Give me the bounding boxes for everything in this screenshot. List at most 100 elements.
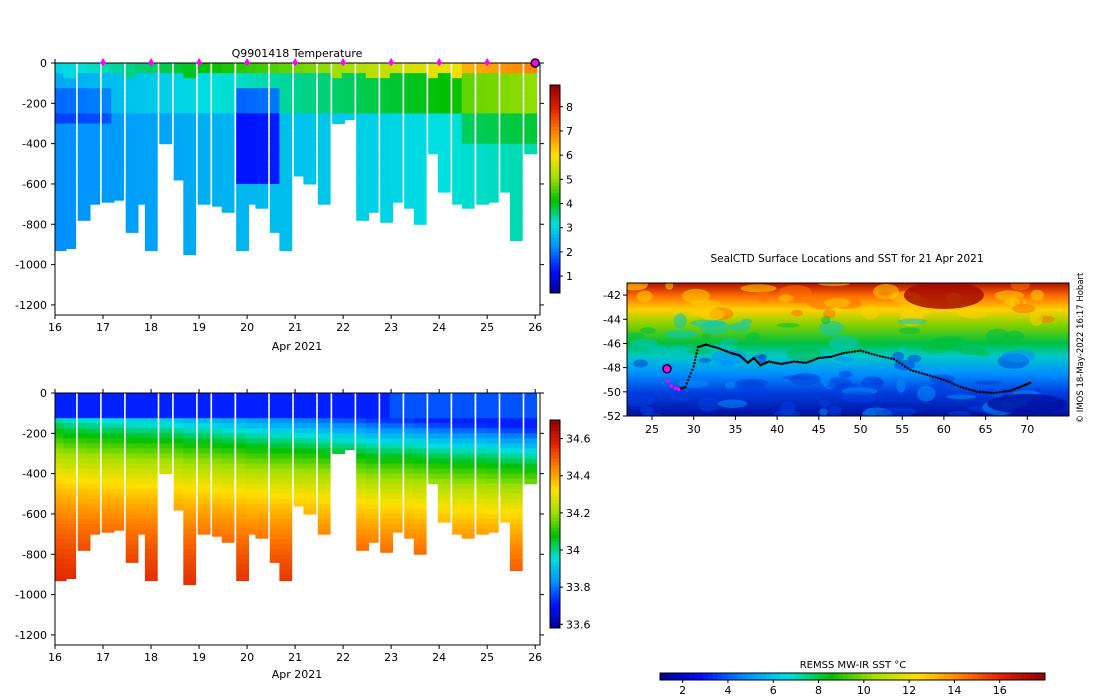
section-cell: [485, 199, 499, 203]
section-cell: [509, 133, 523, 140]
section-cell: [269, 443, 283, 449]
section-cell: [279, 488, 293, 495]
section-cell: [245, 514, 259, 520]
surface-marker: [244, 58, 251, 66]
section-cell: [413, 524, 427, 530]
section-cell: [144, 458, 158, 465]
section-cell: [245, 443, 259, 449]
track-point: [817, 356, 820, 360]
section-cell: [500, 98, 514, 104]
section-cell: [125, 393, 139, 399]
section-cell: [332, 118, 345, 124]
colorbar-segment: [550, 289, 560, 294]
section-cell: [452, 138, 465, 145]
section-cell: [77, 393, 91, 399]
section-cell: [236, 398, 249, 404]
section-cell: [413, 148, 427, 155]
section-cell: [452, 113, 465, 119]
section-cell: [236, 88, 249, 94]
section-cell: [461, 93, 475, 99]
section-cell: [245, 418, 259, 424]
section-cell: [509, 83, 523, 89]
map-axes: 25 30 35 40 45 50 55 60 65 70-42-44-46-48-50-52: [603, 289, 1034, 436]
section-cell: [509, 178, 523, 185]
section-cell: [173, 133, 187, 140]
section-cell: [173, 143, 187, 150]
section-cell: [197, 123, 211, 130]
section-cell: [197, 68, 211, 74]
section-cell: [144, 78, 158, 84]
colorbar-segment: [996, 673, 1003, 680]
section-cell: [389, 163, 403, 170]
colorbar-segment: [550, 168, 560, 173]
x-tick-label: 16: [48, 651, 62, 664]
section-cell: [500, 88, 514, 94]
section-cell: [404, 143, 417, 150]
section-cell: [197, 478, 211, 485]
sst-eddy: [1011, 304, 1036, 314]
section-cell: [389, 398, 403, 404]
track-point: [959, 385, 962, 389]
section-cell: [365, 438, 379, 444]
section-cell: [293, 148, 307, 155]
section-cell: [197, 199, 211, 205]
section-cell: [389, 118, 403, 124]
section-cell: [212, 88, 225, 94]
colorbar-segment: [698, 673, 704, 680]
section-cell: [524, 63, 538, 69]
section-cell: [485, 63, 499, 69]
section-cell: [365, 173, 379, 180]
section-cell: [303, 413, 317, 419]
section-cell: [437, 113, 451, 119]
section-cell: [197, 98, 211, 104]
colorbar-segment: [775, 673, 781, 680]
section-cell: [55, 63, 67, 69]
colorbar-segment: [550, 537, 560, 542]
section-cell: [55, 453, 67, 460]
section-cell: [144, 508, 158, 515]
section-cell: [125, 108, 139, 114]
section-cell: [269, 163, 283, 170]
section-cell: [245, 473, 259, 480]
section-cell: [452, 428, 465, 434]
section-cell: [236, 569, 249, 575]
section-cell: [279, 173, 293, 180]
section-cell: [356, 438, 369, 444]
section-cell: [55, 554, 67, 560]
section-cell: [55, 524, 67, 530]
section-cell: [144, 123, 158, 130]
section-cell: [183, 403, 197, 409]
section-cell: [404, 158, 417, 165]
section-cell: [428, 393, 441, 399]
section-cell: [245, 398, 259, 404]
section-cell: [221, 473, 235, 480]
sst-eddy: [828, 335, 859, 350]
section-cell: [341, 433, 355, 439]
section-cell: [173, 63, 187, 69]
section-cell: [380, 524, 393, 530]
section-cell: [212, 113, 225, 119]
section-cell: [509, 88, 523, 94]
colorbar-segment: [886, 673, 892, 680]
section-cell: [452, 158, 465, 165]
section-cell: [269, 98, 283, 104]
section-cell: [135, 448, 149, 454]
section-cell: [87, 178, 101, 185]
track-point: [1015, 387, 1019, 390]
section-cell: [380, 88, 393, 94]
section-cell: [317, 173, 331, 180]
section-cell: [356, 549, 369, 551]
colorbar-segment: [550, 610, 560, 615]
section-cell: [389, 123, 403, 130]
section-cell: [509, 128, 523, 135]
colorbar-segment: [929, 673, 935, 680]
colorbar-segment: [550, 454, 560, 459]
section-cell: [269, 153, 283, 160]
section-cell: [135, 163, 149, 170]
section-cell: [77, 199, 91, 205]
section-cell: [255, 83, 269, 89]
section-cell: [437, 488, 451, 495]
colorbar-segment: [550, 227, 560, 232]
section-cell: [404, 503, 417, 510]
section-cell: [101, 113, 115, 119]
